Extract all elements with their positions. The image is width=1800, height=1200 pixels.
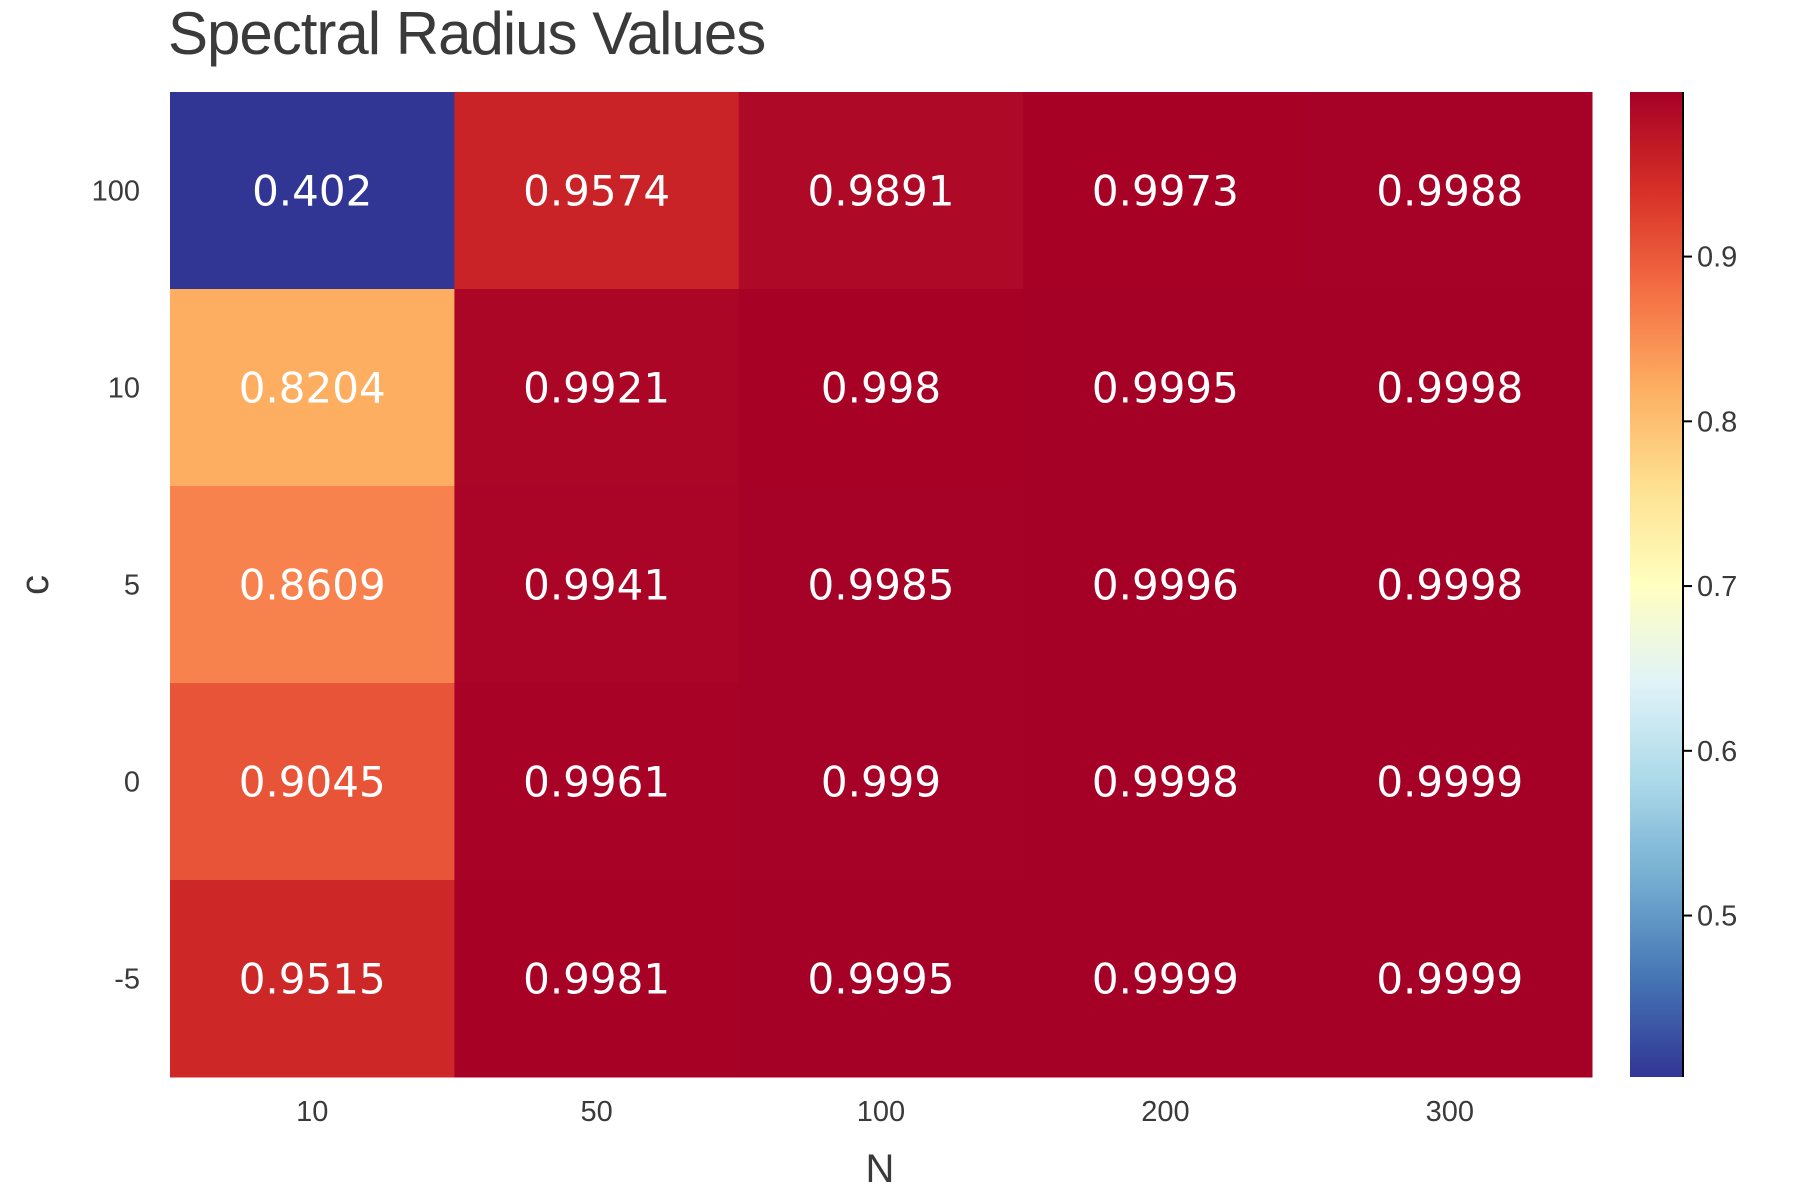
heatmap-cell-r0-c1	[454, 92, 740, 290]
cell-value-label: 0.9961	[523, 758, 670, 807]
heatmap-cell-r4-c4	[1307, 880, 1593, 1078]
heatmap-cell-r4-c3	[1023, 880, 1309, 1078]
cell-value-label: 0.9921	[523, 364, 670, 413]
heatmap-cell-r4-c0	[170, 880, 455, 1078]
cell-value-label: 0.9985	[808, 561, 955, 610]
heatmap-cell-r2-c2	[738, 486, 1024, 684]
colorbar-tick-label: 0.9	[1697, 242, 1737, 274]
heatmap-cell-r3-c4	[1307, 683, 1593, 881]
heatmap-cell-r2-c1	[454, 486, 740, 684]
cell-value-label: 0.402	[252, 167, 372, 216]
heatmap-cell-r2-c3	[1023, 486, 1309, 684]
cell-value-label: 0.8609	[239, 561, 386, 610]
heatmap-cell-r1-c3	[1023, 289, 1309, 487]
y-tick-label: 10	[108, 373, 140, 405]
heatmap-cell-r0-c2	[738, 92, 1024, 290]
cell-value-label: 0.999	[821, 758, 941, 807]
cell-value-label: 0.9891	[808, 167, 955, 216]
cell-value-label: 0.998	[821, 364, 941, 413]
y-tick-label: 100	[92, 176, 140, 208]
y-axis-label: c	[13, 575, 57, 595]
x-tick-label: 50	[580, 1096, 612, 1128]
x-axis-label: N	[866, 1147, 895, 1191]
heatmap-cell-labels: 0.402 0.9574 0.9891 0.9973 0.9988 0.8204 0.992…	[239, 167, 1524, 1004]
colorbar	[1630, 92, 1683, 1077]
y-tick-label: -5	[114, 964, 140, 996]
cell-value-label: 0.9999	[1092, 955, 1239, 1004]
cell-value-label: 0.9045	[239, 758, 386, 807]
heatmap-cell-r3-c2	[738, 683, 1024, 881]
x-tick-label: 10	[296, 1096, 328, 1128]
heatmap-cell-r0-c0	[170, 92, 455, 290]
cell-value-label: 0.9998	[1376, 364, 1523, 413]
heatmap-cell-r3-c3	[1023, 683, 1309, 881]
heatmap-cell-r3-c0	[170, 683, 455, 881]
cell-value-label: 0.9998	[1092, 758, 1239, 807]
cell-value-label: 0.8204	[239, 364, 386, 413]
heatmap-cell-r0-c3	[1023, 92, 1309, 290]
colorbar-tick-label: 0.8	[1697, 406, 1737, 438]
colorbar-tick-label: 0.6	[1697, 736, 1737, 768]
heatmap-cell-r1-c1	[454, 289, 740, 487]
heatmap-cell-r0-c4	[1307, 92, 1593, 290]
colorbar-tick-label: 0.7	[1697, 571, 1737, 603]
colorbar-ticks: 0.5 0.6 0.7 0.8 0.9	[1683, 242, 1737, 933]
cell-value-label: 0.9999	[1376, 955, 1523, 1004]
cell-value-label: 0.9998	[1376, 561, 1523, 610]
cell-value-label: 0.9995	[1092, 364, 1239, 413]
cell-value-label: 0.9941	[523, 561, 670, 610]
x-tick-label: 100	[857, 1096, 905, 1128]
chart-title: Spectral Radius Values	[168, 0, 765, 67]
cell-value-label: 0.9996	[1092, 561, 1239, 610]
heatmap-cell-r1-c2	[738, 289, 1024, 487]
x-tick-label: 200	[1141, 1096, 1189, 1128]
y-tick-label: 5	[124, 570, 140, 602]
y-tick-label: 0	[124, 767, 140, 799]
x-axis-ticks: 10 50 100 200 300	[296, 1096, 1474, 1128]
cell-value-label: 0.9981	[523, 955, 670, 1004]
cell-value-label: 0.9988	[1376, 167, 1523, 216]
heatmap-cell-r3-c1	[454, 683, 740, 881]
y-axis-ticks: 100 10 5 0 -5	[92, 176, 140, 996]
cell-value-label: 0.9995	[808, 955, 955, 1004]
colorbar-tick-label: 0.5	[1697, 901, 1737, 933]
heatmap-cell-r4-c2	[738, 880, 1024, 1078]
cell-value-label: 0.9515	[239, 955, 386, 1004]
cell-value-label: 0.9574	[523, 167, 670, 216]
x-tick-label: 300	[1426, 1096, 1474, 1128]
heatmap-cell-r1-c0	[170, 289, 455, 487]
heatmap-cell-r4-c1	[454, 880, 740, 1078]
cell-value-label: 0.9999	[1376, 758, 1523, 807]
heatmap-cell-r2-c0	[170, 486, 455, 684]
heatmap-cells	[170, 92, 1593, 1078]
heatmap-cell-r1-c4	[1307, 289, 1593, 487]
heatmap-cell-r2-c4	[1307, 486, 1593, 684]
cell-value-label: 0.9973	[1092, 167, 1239, 216]
